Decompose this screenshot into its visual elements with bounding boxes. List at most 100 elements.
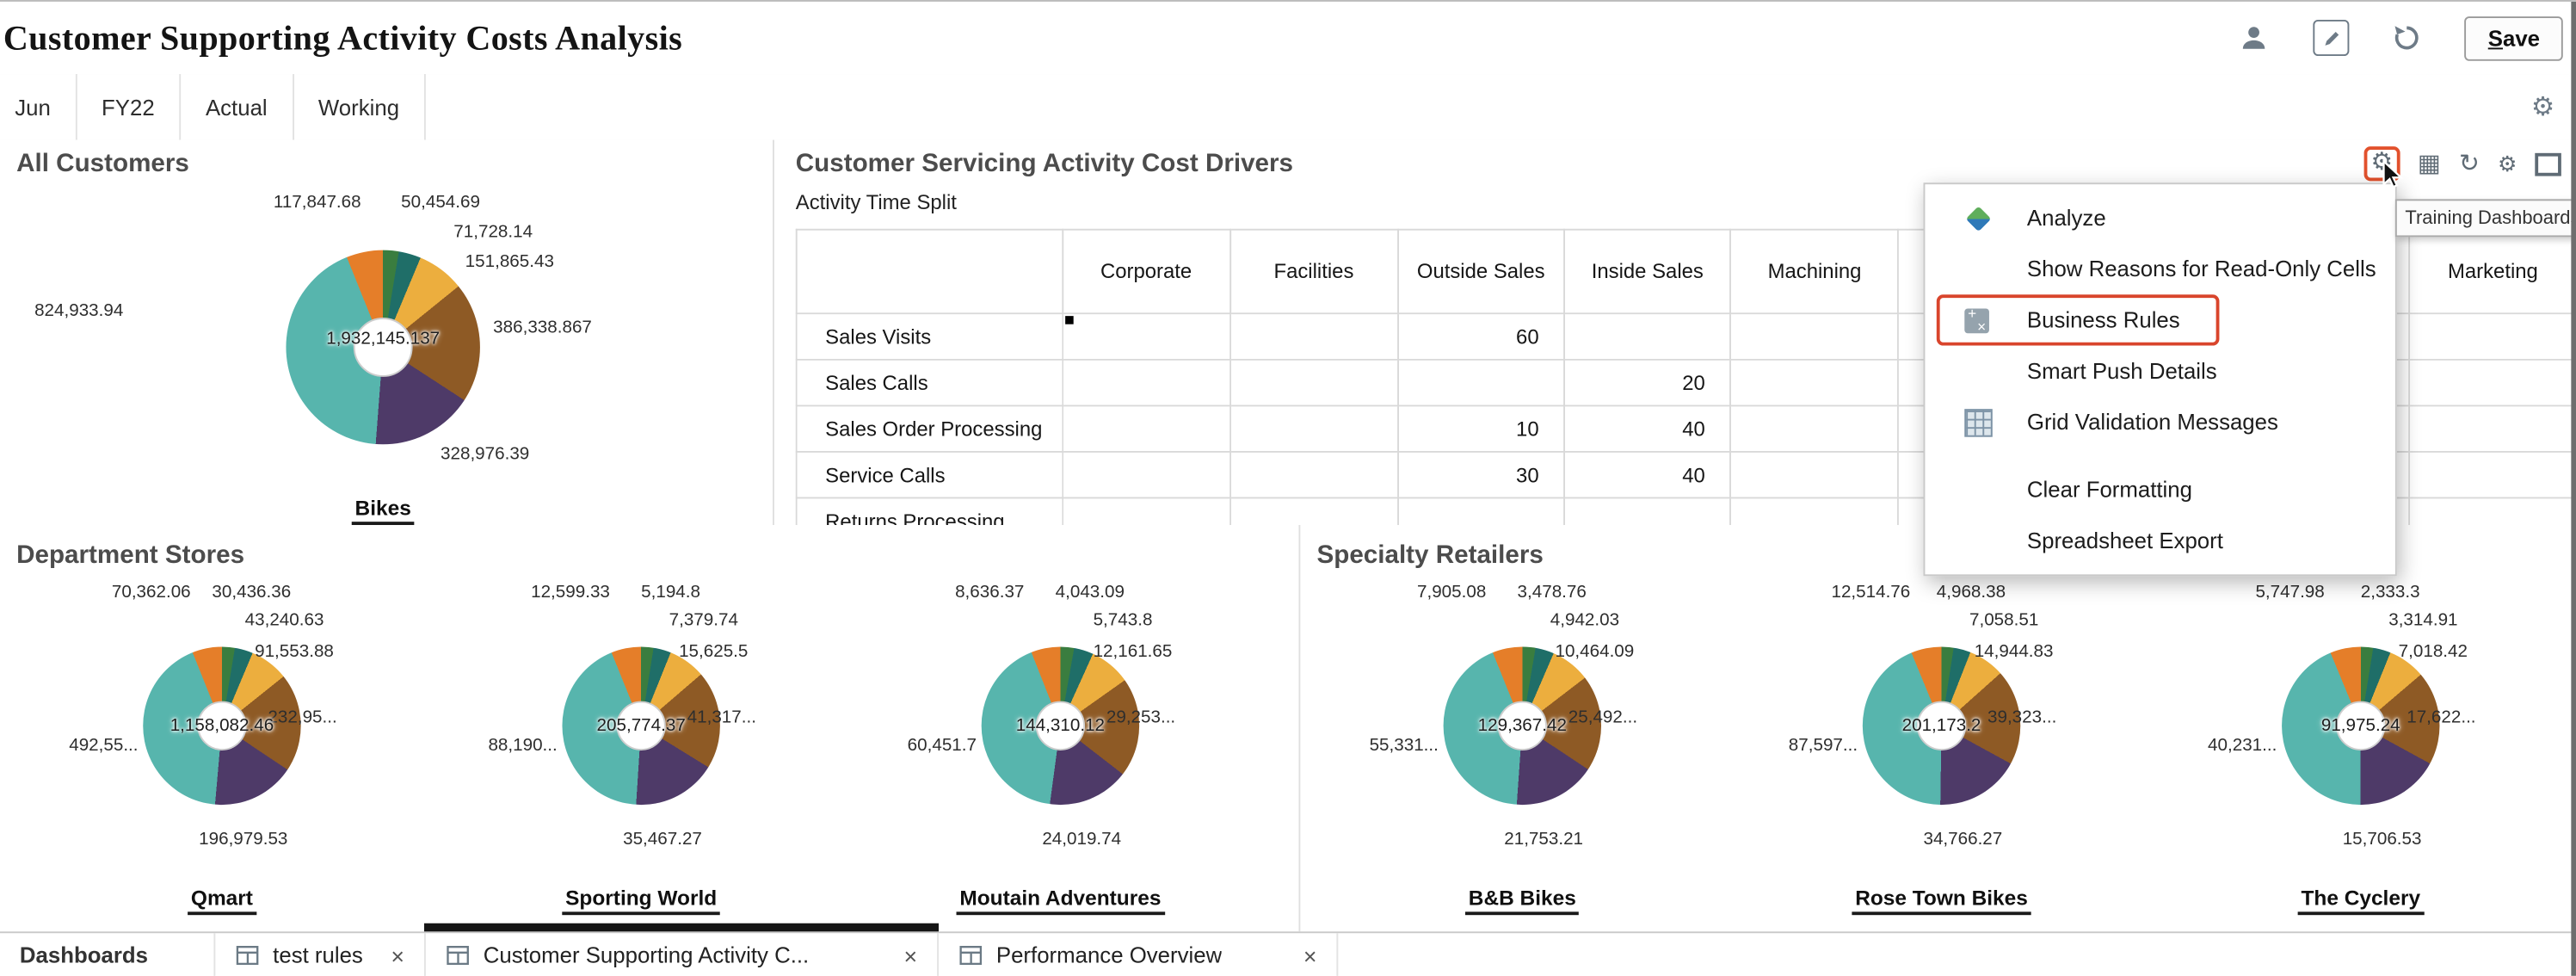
grid-cell[interactable]	[1061, 312, 1231, 361]
grid-cell[interactable]	[1729, 405, 1900, 453]
menu-item-clear-formatting[interactable]: Clear Formatting	[2026, 477, 2193, 503]
donut-hole	[197, 701, 247, 751]
grid-cell[interactable]	[1396, 497, 1566, 525]
donut-ring[interactable]	[2282, 646, 2440, 806]
slice-value-green: 50,454.69	[401, 192, 480, 213]
slice-value-brown: 39,323...	[1987, 707, 2057, 728]
grid-cell[interactable]	[2407, 497, 2576, 525]
pov-member-fy22[interactable]: FY22	[77, 74, 182, 140]
menu-item-smart-push-details[interactable]: Smart Push Details	[2026, 358, 2217, 384]
donut-ring[interactable]	[143, 646, 301, 806]
slice-value-orange: 8,636.37	[955, 582, 1025, 602]
menu-item-show-reasons-for-read-only-cells[interactable]: Show Reasons for Read-Only Cells	[2026, 256, 2376, 281]
top-header: Customer Supporting Activity Costs Analy…	[0, 1, 2576, 76]
grid-cell[interactable]	[2407, 312, 2576, 361]
tab-test-rules[interactable]: test rules ×	[213, 933, 424, 976]
donut-ring[interactable]	[562, 646, 720, 806]
grid-cell[interactable]	[1563, 497, 1732, 525]
slice-value-green: 3,478.76	[1517, 582, 1587, 602]
grid-cell[interactable]	[1229, 312, 1399, 361]
maximize-icon[interactable]	[2535, 151, 2561, 176]
chart-link-rose-town-bikes[interactable]: Rose Town Bikes	[1852, 886, 2031, 916]
grid-cell[interactable]: 10	[1396, 405, 1566, 453]
refresh-icon[interactable]	[2393, 23, 2422, 53]
pov-member-jun[interactable]: Jun	[0, 74, 77, 140]
chart-link-qmart[interactable]: Qmart	[188, 886, 256, 916]
grid-cell[interactable]	[1729, 358, 1900, 407]
grid-cell[interactable]	[1061, 450, 1231, 499]
grid-cell[interactable]	[1729, 497, 1900, 525]
grid-cell[interactable]	[1396, 358, 1566, 407]
chart-link-sporting-world[interactable]: Sporting World	[562, 886, 721, 916]
grid-cell[interactable]	[1563, 312, 1732, 361]
grid-cell[interactable]: 30	[1396, 450, 1566, 499]
grid-cell[interactable]	[1729, 312, 1900, 361]
actions-gear-icon[interactable]: ⚙	[2498, 151, 2517, 176]
chart-link-b-b-bikes[interactable]: B&B Bikes	[1464, 886, 1580, 916]
donut-center-total: 91,975.24	[2320, 715, 2400, 736]
menu-item-analyze[interactable]: Analyze	[1925, 193, 2394, 244]
save-grid-icon[interactable]: ▦	[2417, 150, 2441, 178]
slice-value-teal: 492,55...	[69, 735, 139, 756]
chart-link-moutain-adventures[interactable]: Moutain Adventures	[956, 886, 1165, 916]
edit-icon[interactable]	[2314, 19, 2351, 57]
grid-cell[interactable]	[1061, 358, 1231, 407]
column-header-inside-sales: Inside Sales	[1563, 228, 1732, 315]
dashboards-label[interactable]: Dashboards	[19, 942, 149, 968]
pov-member-working[interactable]: Working	[293, 74, 426, 140]
tab-label: Performance Overview	[995, 942, 1223, 968]
chart-link-bikes[interactable]: Bikes	[351, 496, 415, 525]
comment-marker-icon	[1064, 316, 1073, 324]
dashboard-tab-icon	[446, 943, 471, 968]
grid-cell[interactable]: 40	[1563, 405, 1732, 453]
chart-link-the-cyclery[interactable]: The Cyclery	[2297, 886, 2424, 916]
grid-cell[interactable]	[1061, 497, 1231, 525]
tab-customer-supporting-activity-c[interactable]: Customer Supporting Activity C... ×	[423, 923, 940, 976]
grid-cell[interactable]: 60	[1396, 312, 1566, 361]
close-tab-icon[interactable]: ×	[903, 942, 918, 969]
donut-ring[interactable]	[1862, 646, 2021, 806]
donut-ring[interactable]	[1443, 646, 1602, 806]
grid-cell[interactable]	[1229, 450, 1399, 499]
menu-item-business-rules[interactable]: Business Rules	[1925, 294, 2394, 346]
grid-cell[interactable]	[1229, 358, 1399, 407]
donut-ring[interactable]	[286, 250, 480, 445]
grid-cell[interactable]	[2407, 450, 2576, 499]
pov-member-actual[interactable]: Actual	[181, 74, 294, 140]
donut-hole	[1035, 701, 1086, 751]
donut-chart-qmart: 30,436.36 43,240.63 91,553.88 232,95... 196,…	[11, 566, 432, 916]
slice-value-darkteal: 5,743.8	[1093, 610, 1153, 631]
grid-cell[interactable]	[1729, 450, 1900, 499]
slice-value-brown: 232,95...	[268, 707, 337, 728]
menu-item-spreadsheet-export[interactable]: Spreadsheet Export	[2026, 528, 2223, 553]
column-header-facilities: Facilities	[1229, 228, 1399, 315]
close-tab-icon[interactable]: ×	[1303, 942, 1317, 969]
page-title: Customer Supporting Activity Costs Analy…	[3, 17, 683, 57]
close-tab-icon[interactable]: ×	[391, 942, 405, 969]
refresh-grid-icon[interactable]: ↻	[2458, 150, 2480, 178]
donut-chart-moutain-adventures: 4,043.09 5,743.8 12,161.65 29,253... 24,019.…	[850, 566, 1271, 916]
grid-cell[interactable]	[2407, 358, 2576, 407]
grid-cell[interactable]: 40	[1563, 450, 1732, 499]
save-button[interactable]: Save	[2465, 15, 2563, 60]
slice-value-gold: 10,464.09	[1555, 641, 1635, 662]
donut-ring[interactable]	[981, 646, 1140, 806]
grid-cell[interactable]: 20	[1563, 358, 1732, 407]
context-menu: Analyze Show Reasons for Read-Only Cells B…	[1923, 182, 2397, 577]
user-icon[interactable]	[2238, 22, 2271, 54]
tab-performance-overview[interactable]: Performance Overview ×	[937, 933, 1339, 976]
grid-validation-icon	[1964, 408, 1993, 436]
mouse-cursor-icon	[2377, 158, 2407, 197]
grid-cell[interactable]	[1229, 497, 1399, 525]
menu-item-grid-validation-messages[interactable]: Grid Validation Messages	[1925, 397, 2394, 448]
donut-hole	[2336, 701, 2386, 751]
panel-specialty-retailers: Specialty Retailers 3,478.76 4,942.03 10,4…	[1298, 524, 2576, 932]
donut-chart-bikes: 50,454.69 71,728.14 151,865.43 386,338.867 3…	[13, 155, 608, 525]
grid-cell[interactable]	[1229, 405, 1399, 453]
grid-cell[interactable]	[2407, 405, 2576, 453]
grid-cell[interactable]	[1061, 405, 1231, 453]
pov-settings-gear-icon[interactable]: ⚙	[2530, 93, 2555, 122]
bottom-tab-bar: Dashboards test rules × Customer Supportin…	[0, 923, 2576, 976]
tooltip: Training Dashboards	[2394, 199, 2576, 238]
slice-value-purple: 15,706.53	[2342, 829, 2422, 849]
